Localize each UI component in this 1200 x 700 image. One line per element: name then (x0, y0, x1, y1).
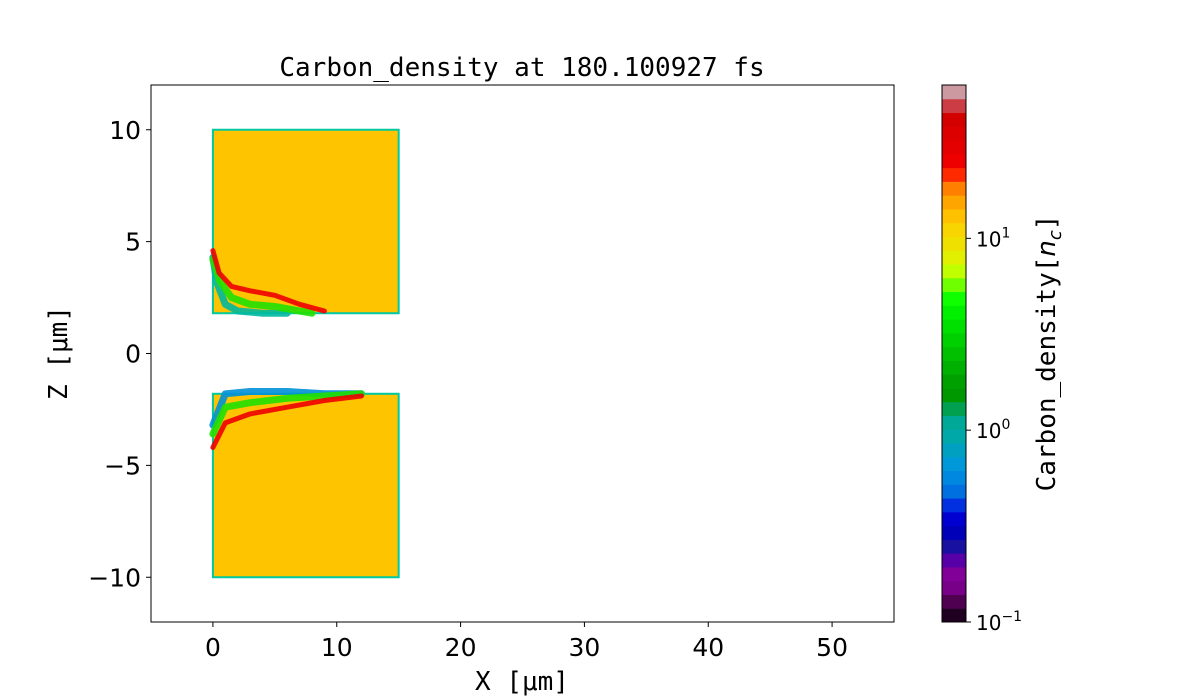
tick-base: 10 (976, 611, 1001, 635)
colorbar-segment (942, 140, 966, 155)
x-tick-label: 10 (321, 633, 353, 662)
tick-base: 10 (976, 227, 1001, 251)
colorbar-segment (942, 112, 966, 127)
colorbar-segment (942, 539, 966, 554)
colorbar-segment (942, 319, 966, 334)
colorbar-segment (942, 498, 966, 513)
colorbar-segment (942, 236, 966, 251)
density-feature-4 (209, 390, 365, 438)
colorbar-segment (942, 153, 966, 169)
colorbar-label-main: Carbon_density[ (1032, 257, 1062, 492)
colorbar-segment (942, 374, 966, 389)
colorbar-segment (942, 208, 966, 224)
colorbar-segment (942, 553, 966, 568)
tick-exponent: 0 (1001, 417, 1010, 433)
density-feature-1 (209, 256, 316, 317)
x-tick-label: 40 (692, 633, 724, 662)
density-feature-5 (210, 393, 364, 450)
target-region-0 (211, 128, 400, 315)
y-axis-label: Z [μm] (44, 306, 74, 400)
colorbar-segment (942, 291, 966, 306)
density-feature-2 (210, 248, 327, 314)
colorbar-segment (942, 484, 966, 499)
y-axis: −10 −5 0 5 10 (88, 116, 151, 592)
x-tick-label: 30 (569, 633, 601, 662)
colorbar-segment (942, 470, 966, 485)
colorbar-segment (942, 85, 966, 100)
colorbar-segment (942, 608, 966, 623)
x-tick-label: 20 (445, 633, 477, 662)
colorbar-segment (942, 443, 966, 458)
x-tick-label: 50 (816, 633, 848, 662)
tick-exponent: 1 (1001, 225, 1010, 241)
y-tick-label: −10 (88, 563, 141, 592)
colorbar-segment (942, 98, 966, 114)
colorbar-segment (942, 511, 966, 527)
colorbar-label-end: ] (1032, 215, 1062, 231)
colorbar-segment (942, 250, 966, 265)
colorbar-frame (941, 84, 967, 623)
y-tick-label: −5 (104, 451, 141, 480)
colorbar-label: Carbon_density[nc] (1032, 215, 1066, 492)
tick-base: 10 (976, 419, 1001, 443)
colorbar-segment (942, 580, 966, 595)
colorbar-segment (942, 195, 966, 210)
colorbar-label-sub: c (1045, 230, 1066, 240)
colorbar-segment (942, 264, 966, 279)
colorbar-segment (942, 594, 966, 609)
colorbar-segment (942, 126, 966, 141)
colorbar-segment (942, 566, 966, 582)
colorbar-segment (942, 456, 966, 472)
colorbar-segment (942, 222, 966, 237)
colorbar-segment (942, 401, 966, 416)
y-tick-label: 5 (125, 228, 141, 257)
colorbar-segment (942, 415, 966, 430)
x-axis-label: X [μm] (475, 667, 569, 697)
colorbar-segment (942, 305, 966, 320)
colorbar-segment (942, 387, 966, 403)
x-tick-label: 0 (205, 633, 221, 662)
colorbar-segment (942, 332, 966, 348)
colorbar-segment (942, 525, 966, 540)
colorbar-segment (942, 181, 966, 196)
target-region-1 (211, 392, 400, 579)
colorbar-segment (942, 429, 966, 444)
colorbar-segment (942, 277, 966, 293)
colorbar-segment (942, 360, 966, 375)
colorbar-label-n: n (1032, 240, 1062, 256)
colorbar (942, 85, 966, 623)
tick-exponent: −1 (1001, 609, 1022, 625)
colorbar-tick-label: 101 (976, 225, 1010, 251)
x-axis: 0 10 20 30 40 50 (205, 622, 848, 662)
colorbar-tick-label: 10−1 (976, 609, 1022, 635)
y-tick-label: 0 (125, 340, 141, 369)
plot-area (209, 128, 400, 579)
chart-title: Carbon_density at 180.100927 fs (279, 53, 764, 83)
y-tick-label: 10 (109, 116, 141, 145)
colorbar-segment (942, 346, 966, 361)
colorbar-tick-label: 100 (976, 417, 1010, 443)
colorbar-segment (942, 167, 966, 182)
